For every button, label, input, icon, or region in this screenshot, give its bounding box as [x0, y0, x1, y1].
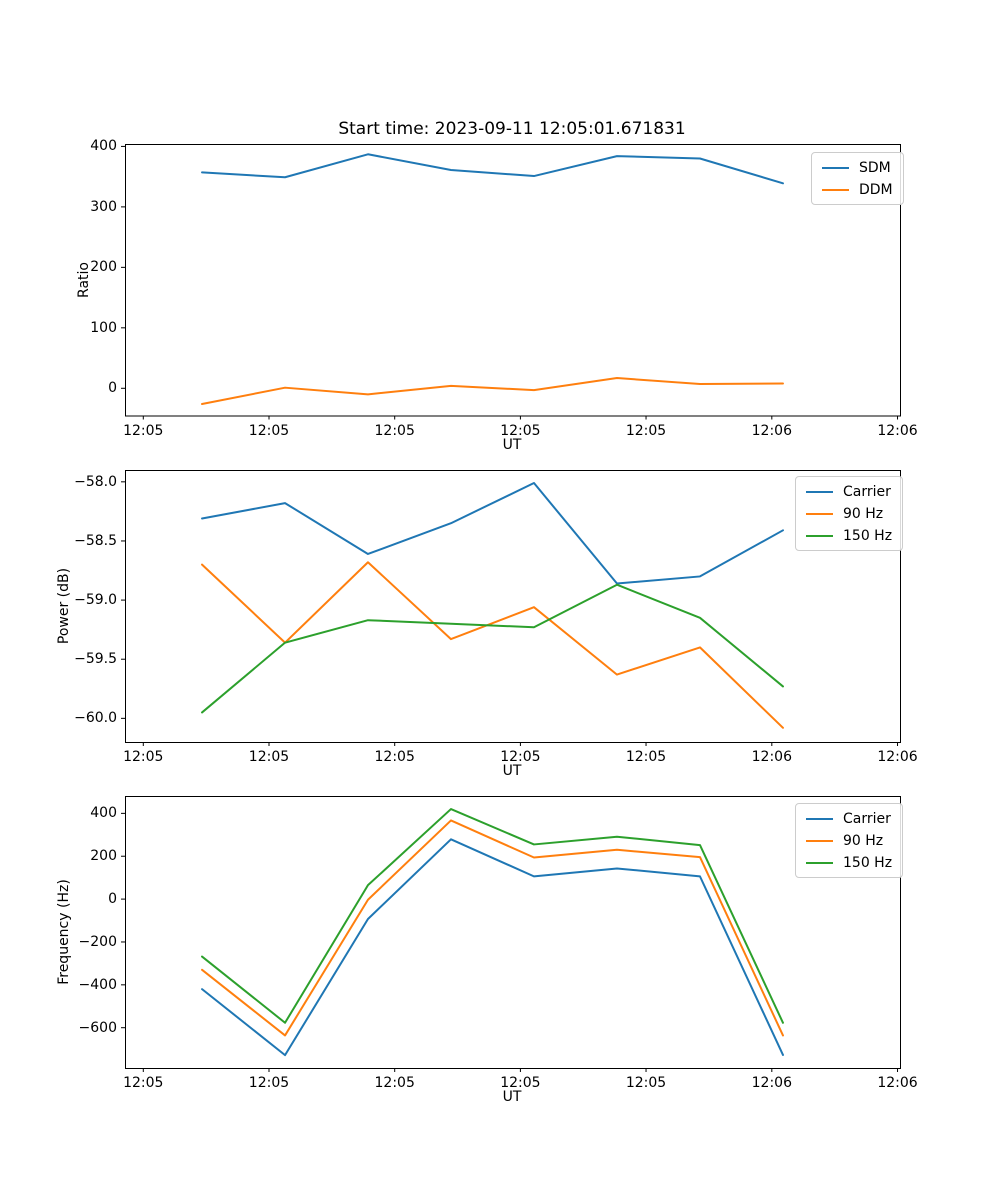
x-tick-label: 12:05	[123, 422, 164, 439]
x-tick-label: 12:06	[877, 1075, 918, 1091]
legend-plot-1: Carrier 90 Hz 150 Hz	[795, 476, 904, 551]
y-tick-label: 0	[108, 380, 117, 397]
line-series-150-hz	[201, 808, 784, 1024]
legend-label: SDM	[859, 159, 891, 176]
y-tick-label: −200	[78, 933, 117, 950]
x-tick-label: 12:06	[877, 749, 918, 765]
legend-label: 150 Hz	[843, 527, 893, 544]
legend-line-swatch	[806, 839, 833, 842]
legend-line-swatch	[806, 861, 833, 864]
figure-title: Start time: 2023-09-11 12:05:01.671831	[338, 119, 686, 139]
y-tick-label: 200	[90, 848, 117, 865]
legend-label: DDM	[859, 181, 893, 198]
y-tick-label: 300	[90, 198, 117, 215]
legend-item: Carrier	[806, 483, 892, 500]
legend-line-swatch	[806, 817, 833, 820]
line-series-carrier	[201, 482, 784, 585]
legend-plot-0: SDM DDM	[811, 152, 904, 205]
x-tick-label: 12:05	[625, 422, 667, 439]
y-tick-label: −58.0	[74, 473, 117, 490]
legend-item: SDM	[822, 159, 893, 176]
x-axis-label-ut-middle: UT	[502, 763, 522, 779]
y-tick-label: 0	[108, 891, 117, 908]
axes-frame-2	[125, 796, 901, 1069]
y-axis-label-frequency: Frequency (Hz)	[56, 879, 72, 985]
legend-item: 90 Hz	[806, 505, 892, 522]
x-tick-label: 12:06	[751, 422, 792, 439]
legend-line-swatch	[806, 490, 833, 493]
legend-item: 150 Hz	[806, 854, 893, 871]
y-tick-label: 100	[90, 319, 117, 336]
y-tick-label: 400	[90, 138, 117, 155]
legend-line-swatch	[822, 188, 849, 191]
line-series-ddm	[201, 377, 784, 406]
x-tick-label: 12:05	[500, 749, 541, 765]
legend-item: DDM	[822, 181, 893, 198]
x-axis-label-ut-bottom: UT	[502, 1089, 522, 1105]
x-tick-label: 12:05	[248, 749, 290, 765]
line-series-90-hz	[201, 561, 784, 729]
legend-item: 150 Hz	[806, 527, 893, 544]
axes-frame-1	[125, 470, 901, 743]
y-tick-label: −59.0	[74, 592, 117, 609]
y-tick-label: −58.5	[74, 532, 117, 549]
legend-label: Carrier	[843, 483, 891, 500]
x-tick-label: 12:05	[374, 749, 415, 765]
legend-label: 150 Hz	[843, 854, 893, 871]
line-series-150-hz	[201, 583, 784, 714]
x-tick-label: 12:05	[123, 749, 164, 765]
legend-line-swatch	[822, 166, 849, 169]
y-tick-label: −60.0	[74, 710, 117, 727]
x-tick-label: 12:05	[248, 422, 290, 439]
x-tick-label: 12:05	[374, 422, 415, 439]
x-tick-label: 12:05	[500, 422, 541, 439]
x-tick-label: 12:05	[625, 749, 667, 765]
y-tick-label: −600	[78, 1019, 117, 1036]
x-tick-label: 12:05	[500, 1075, 541, 1091]
line-series-sdm	[201, 153, 784, 185]
axes-frame-0	[125, 144, 901, 417]
legend-line-swatch	[806, 534, 833, 537]
line-series-carrier	[201, 838, 784, 1057]
legend-plot-2: Carrier 90 Hz 150 Hz	[795, 803, 904, 878]
x-tick-label: 12:05	[625, 1075, 667, 1091]
x-tick-label: 12:05	[123, 1075, 164, 1091]
legend-label: 90 Hz	[843, 832, 884, 849]
y-axis-label-power: Power (dB)	[56, 567, 72, 645]
legend-label: Carrier	[843, 810, 891, 827]
legend-line-swatch	[806, 512, 833, 515]
x-tick-label: 12:05	[374, 1075, 415, 1091]
x-tick-label: 12:05	[248, 1075, 290, 1091]
line-series-90-hz	[201, 819, 784, 1037]
x-tick-label: 12:06	[751, 1075, 792, 1091]
legend-item: 90 Hz	[806, 832, 892, 849]
y-tick-label: −59.5	[74, 651, 117, 668]
x-tick-label: 12:06	[877, 422, 918, 439]
legend-label: 90 Hz	[843, 505, 884, 522]
y-tick-label: 400	[90, 805, 117, 822]
y-tick-label: 200	[90, 259, 117, 276]
x-axis-label-ut-top: UT	[502, 437, 522, 453]
legend-item: Carrier	[806, 810, 892, 827]
y-tick-label: −400	[78, 976, 117, 993]
x-tick-label: 12:06	[751, 749, 792, 765]
